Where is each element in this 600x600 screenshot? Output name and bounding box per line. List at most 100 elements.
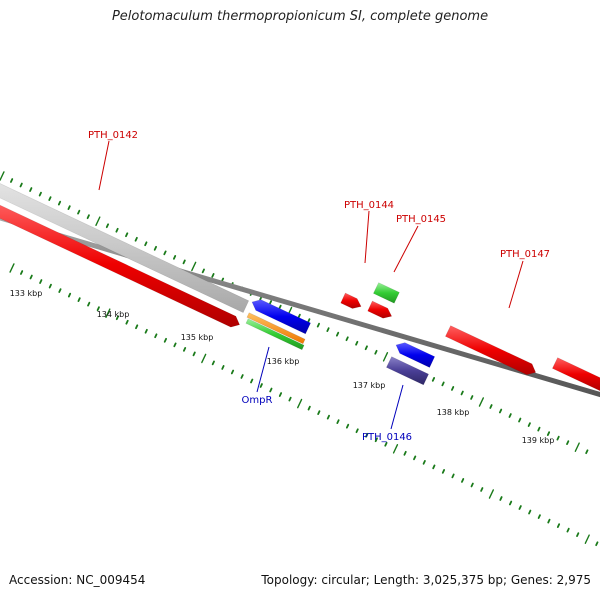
inner-scale-minor-tick <box>441 469 446 474</box>
leader-line-ompr <box>256 346 270 393</box>
inner-scale-minor-tick <box>67 292 72 298</box>
outer-scale-minor-tick <box>326 327 330 333</box>
inner-scale-minor-tick <box>451 473 455 479</box>
inner-scale-minor-tick <box>230 369 235 375</box>
outer-scale-minor-tick <box>355 340 359 346</box>
leader-line-pth-0144 <box>364 210 370 264</box>
outer-scale-minor-tick <box>105 223 110 229</box>
inner-scale-major-tick <box>488 489 495 499</box>
outer-scale-minor-tick <box>364 345 368 351</box>
outer-scale-minor-tick <box>144 241 148 247</box>
gene-label-pth-0147[interactable]: PTH_0147 <box>500 249 550 260</box>
outer-scale-minor-tick <box>431 377 436 382</box>
outer-scale-minor-tick <box>297 313 301 319</box>
outer-tick-track <box>0 171 589 455</box>
inner-scale-minor-tick <box>240 374 244 379</box>
inner-scale-minor-tick <box>461 478 465 483</box>
inner-scale-minor-tick <box>355 428 359 434</box>
inner-scale-minor-tick <box>135 324 139 330</box>
inner-scale-minor-tick <box>508 500 513 506</box>
accession-text: Accession: NC_009454 <box>9 573 146 587</box>
inner-scale-minor-tick <box>259 383 263 388</box>
inner-scale-minor-tick <box>480 487 484 492</box>
outer-scale-major-tick <box>478 397 485 407</box>
inner-scale-minor-tick <box>326 414 330 420</box>
outer-scale-minor-tick <box>556 435 560 441</box>
outer-scale-minor-tick <box>67 205 71 210</box>
inner-scale-minor-tick <box>317 410 321 415</box>
inner-scale-minor-tick <box>432 464 436 470</box>
inner-scale-minor-tick <box>336 419 340 425</box>
gene-label-pth-0144[interactable]: PTH_0144 <box>344 200 394 211</box>
genome-backbone <box>0 215 600 398</box>
inner-scale-minor-tick <box>384 441 388 447</box>
inner-scale-minor-tick <box>499 496 503 501</box>
outer-scale-minor-tick <box>460 390 464 396</box>
scale-label: 136 kbp <box>267 357 300 366</box>
gene-label-ompr[interactable]: OmpR <box>242 395 273 406</box>
outer-scale-minor-tick <box>508 413 512 418</box>
gene-block-ompr-green <box>245 318 305 351</box>
scale-label: 137 kbp <box>353 381 386 390</box>
gene-block-pth-0145 <box>372 282 400 304</box>
outer-scale-minor-tick <box>163 250 167 256</box>
inner-scale-minor-tick <box>144 328 148 334</box>
outer-scale-minor-tick <box>182 259 186 265</box>
outer-scale-minor-tick <box>201 268 205 274</box>
inner-scale-minor-tick <box>413 455 417 461</box>
outer-scale-minor-tick <box>374 349 378 355</box>
inner-scale-major-tick <box>9 263 15 273</box>
outer-scale-minor-tick <box>77 209 81 215</box>
inner-scale-minor-tick <box>269 387 273 393</box>
inner-scale-minor-tick <box>470 482 474 488</box>
outer-scale-minor-tick <box>498 408 503 414</box>
outer-scale-major-tick <box>191 261 197 272</box>
inner-scale-minor-tick <box>48 283 52 289</box>
outer-scale-minor-tick <box>335 331 340 337</box>
inner-scale-minor-tick <box>154 333 158 339</box>
inner-scale-minor-tick <box>163 337 167 343</box>
inner-scale-minor-tick <box>125 319 129 325</box>
outer-scale-minor-tick <box>115 227 119 233</box>
gene-arrow-right-edge <box>551 357 600 392</box>
gene-block-pth-0142-gray <box>0 183 250 313</box>
outer-scale-minor-tick <box>489 404 493 409</box>
genome-summary-text: Topology: circular; Length: 3,025,375 bp… <box>261 573 591 587</box>
inner-scale-minor-tick <box>250 378 254 384</box>
scale-label: 138 kbp <box>437 408 470 417</box>
outer-scale-major-tick <box>0 171 5 181</box>
outer-scale-minor-tick <box>585 449 589 455</box>
scale-label: 135 kbp <box>181 333 214 342</box>
gene-arrow-ompr <box>251 299 311 335</box>
gene-label-pth-0142[interactable]: PTH_0142 <box>88 130 138 141</box>
scale-label: 133 kbp <box>10 289 43 298</box>
inner-scale-major-tick <box>584 534 590 544</box>
outer-scale-minor-tick <box>470 395 474 400</box>
gene-label-pth-0146[interactable]: PTH_0146 <box>362 432 412 443</box>
inner-scale-minor-tick <box>29 274 33 280</box>
inner-scale-minor-tick <box>307 405 311 411</box>
outer-scale-minor-tick <box>134 236 138 242</box>
inner-scale-minor-tick <box>288 396 292 402</box>
inner-scale-minor-tick <box>96 306 100 312</box>
scale-label: 134 kbp <box>97 310 130 319</box>
outer-scale-minor-tick <box>527 422 531 427</box>
outer-scale-minor-tick <box>57 200 62 206</box>
inner-scale-minor-tick <box>537 514 541 519</box>
inner-scale-minor-tick <box>403 450 407 456</box>
outer-scale-minor-tick <box>48 196 52 201</box>
outer-scale-minor-tick <box>211 273 215 278</box>
outer-scale-minor-tick <box>546 431 551 436</box>
gene-arrow-pth-0144 <box>340 292 362 309</box>
outer-scale-minor-tick <box>537 426 541 432</box>
outer-scale-minor-tick <box>451 386 455 391</box>
outer-scale-minor-tick <box>518 417 522 423</box>
outer-scale-minor-tick <box>268 300 273 305</box>
inner-scale-minor-tick <box>192 351 196 357</box>
inner-scale-minor-tick <box>547 518 551 524</box>
leader-line-pth-0142 <box>98 140 110 191</box>
outer-scale-minor-tick <box>307 318 311 323</box>
gene-block-ompr-orange <box>246 312 306 345</box>
gene-label-pth-0145[interactable]: PTH_0145 <box>396 214 446 225</box>
